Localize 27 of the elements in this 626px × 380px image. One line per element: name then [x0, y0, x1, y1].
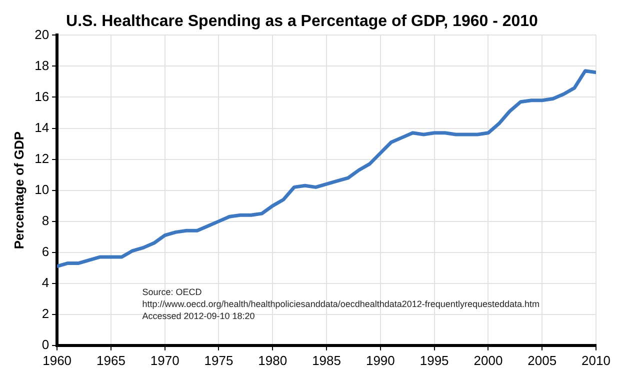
x-tick-label: 1980 [258, 352, 288, 368]
x-tick-label: 2010 [582, 352, 610, 368]
y-tick-label: 2 [42, 306, 50, 321]
annotation: Source: OECD [142, 287, 202, 298]
y-tick-label: 16 [34, 88, 50, 104]
x-tick-label: 1995 [420, 352, 449, 368]
x-tick-label: 1990 [366, 352, 395, 368]
annotation: Accessed 2012-09-10 18:20 [142, 311, 255, 322]
y-tick-label: 14 [34, 120, 50, 135]
x-tick-label: 1965 [96, 352, 126, 368]
y-tick-label: 18 [34, 58, 50, 73]
y-tick-label: 4 [42, 274, 50, 290]
chart-title: U.S. Healthcare Spending as a Percentage of GDP, 1960 - 2010 [66, 13, 538, 30]
x-tick-label: 2005 [528, 352, 557, 368]
x-tick-label: 1970 [150, 352, 180, 368]
y-tick-label: 10 [34, 182, 50, 197]
y-tick-label: 8 [42, 212, 50, 228]
annotation: http://www.oecd.org/health/healthpoliciesanddata/oecdhealthdata2012-frequentlyrequesteddata.htm [142, 299, 540, 310]
x-tick-label: 2000 [474, 352, 503, 368]
y-tick-label: 6 [42, 244, 50, 259]
y-tick-label: 20 [34, 26, 50, 42]
y-tick-label: 0 [42, 336, 50, 352]
y-axis-title: Percentage of GDP [11, 131, 26, 250]
x-tick-label: 1985 [312, 352, 341, 368]
x-tick-label: 1975 [204, 352, 234, 368]
y-tick-label: 12 [34, 150, 50, 166]
x-tick-label: 1960 [42, 352, 72, 368]
